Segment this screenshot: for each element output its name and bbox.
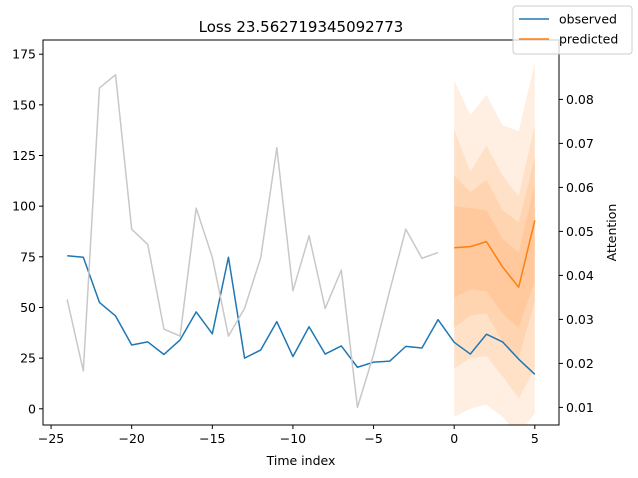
x-tick-label: −20 xyxy=(118,431,144,446)
observed-line xyxy=(67,255,536,375)
chart-title: Loss 23.562719345092773 xyxy=(199,18,404,36)
y2-tick-label: 0.08 xyxy=(566,92,594,107)
x-tick-label: 0 xyxy=(450,431,458,446)
x-tick-label: −15 xyxy=(199,431,225,446)
legend-predicted-label: predicted xyxy=(559,32,618,47)
prediction-band-1 xyxy=(454,62,535,425)
plot-area xyxy=(66,62,536,425)
y2-tick-label: 0.02 xyxy=(566,356,594,371)
axes: −25 −20 −15 −10 −5 0 502550751001251501750.010… xyxy=(12,39,594,446)
legend: observed predicted xyxy=(512,5,633,55)
plot-frame xyxy=(42,39,560,426)
y2-axis-title: Attention xyxy=(604,204,619,262)
x-axis-title: Time index xyxy=(266,453,336,468)
x-tick-label: 5 xyxy=(531,431,539,446)
prediction-band-4 xyxy=(454,183,535,328)
y2-tick-label: 0.01 xyxy=(566,400,594,415)
x-tick-label: −25 xyxy=(38,431,64,446)
y2-tick-label: 0.03 xyxy=(566,312,594,327)
y2-tick-label: 0.05 xyxy=(566,224,594,239)
attention-line xyxy=(66,74,439,409)
predicted-line xyxy=(454,220,536,288)
y-tick-label: 25 xyxy=(20,351,36,366)
y-tick-label: 100 xyxy=(12,199,36,214)
prediction-band-2 xyxy=(454,125,535,399)
y-tick-label: 150 xyxy=(12,97,36,112)
legend-observed-label: observed xyxy=(559,12,617,27)
y2-tick-label: 0.06 xyxy=(566,180,594,195)
y-tick-label: 125 xyxy=(12,148,36,163)
y-tick-label: 75 xyxy=(20,249,36,264)
plot-series-group xyxy=(66,62,536,425)
y-tick-label: 50 xyxy=(20,300,36,315)
prediction-band-3 xyxy=(454,157,535,359)
y2-tick-label: 0.07 xyxy=(566,136,594,151)
y-tick-label: 0 xyxy=(28,401,36,416)
y-tick-label: 175 xyxy=(12,47,36,62)
x-tick-label: −5 xyxy=(364,431,382,446)
legend-box xyxy=(512,5,633,55)
y2-tick-label: 0.04 xyxy=(566,268,594,283)
x-tick-label: −10 xyxy=(280,431,306,446)
